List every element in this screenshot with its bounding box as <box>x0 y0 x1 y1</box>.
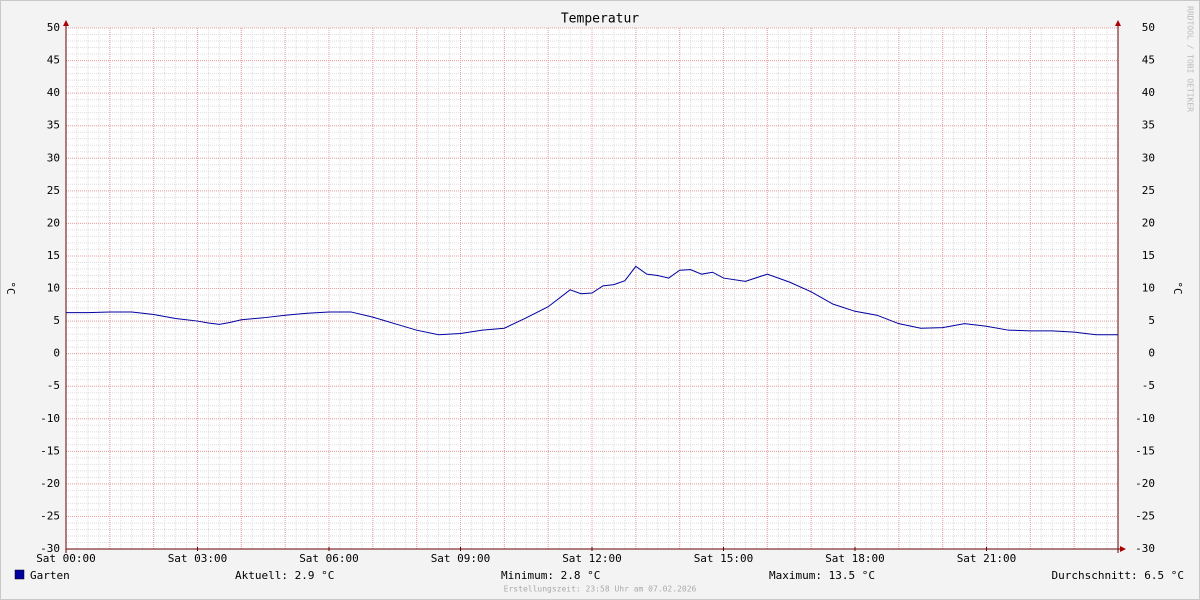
watermark: RRDTOOL / TOBI OETIKER <box>1186 6 1195 112</box>
y-tick-label: 45 <box>47 54 60 67</box>
grid <box>65 27 1118 550</box>
x-tick-label: Sat 12:00 <box>562 552 622 565</box>
y2-tick-label: 35 <box>1142 119 1155 132</box>
y-tick-label: 20 <box>47 216 60 229</box>
y2-tick-label: 50 <box>1142 21 1155 34</box>
y-axis-label: °C <box>4 281 17 294</box>
legend-stat: Maximum: 13.5 °C <box>769 569 875 582</box>
footer: Erstellungszeit: 23:58 Uhr am 07.02.2026 <box>504 585 697 594</box>
y2-tick-label: 0 <box>1148 347 1155 360</box>
y2-tick-label: -5 <box>1142 379 1155 392</box>
y-tick-label: 15 <box>47 249 60 262</box>
y-tick-label: 35 <box>47 119 60 132</box>
y-tick-label: 30 <box>47 151 60 164</box>
y2-tick-label: 5 <box>1148 314 1155 327</box>
y2-tick-label: 30 <box>1142 151 1155 164</box>
y-tick-label: 50 <box>47 21 60 34</box>
y-tick-label: 5 <box>53 314 60 327</box>
y-tick-label: -20 <box>40 477 60 490</box>
y-tick-label: 10 <box>47 282 60 295</box>
x-tick-label: Sat 00:00 <box>36 552 96 565</box>
legend-swatch <box>14 569 25 580</box>
y2-tick-label: 15 <box>1142 249 1155 262</box>
y-tick-label: 0 <box>53 347 60 360</box>
x-tick-label: Sat 06:00 <box>299 552 359 565</box>
y2-tick-label: 45 <box>1142 54 1155 67</box>
y-tick-label: -25 <box>40 509 60 522</box>
series-line <box>66 265 1118 336</box>
y2-tick-label: -10 <box>1135 412 1155 425</box>
legend-stat: Aktuell: 2.9 °C <box>235 569 334 582</box>
legend-stat: Minimum: 2.8 °C <box>501 569 600 582</box>
y2-axis-label: °C <box>1171 281 1184 294</box>
axes <box>63 20 1126 553</box>
y2-tick-label: -20 <box>1135 477 1155 490</box>
y2-tick-label: 20 <box>1142 216 1155 229</box>
chart-title: Temperatur <box>561 12 639 27</box>
y2-tick-label: 25 <box>1142 184 1155 197</box>
legend-label: Garten <box>30 569 70 582</box>
y-tick-label: 25 <box>47 184 60 197</box>
y2-tick-label: -25 <box>1135 509 1155 522</box>
legend-stat: Durchschnitt: 6.5 °C <box>1052 569 1184 582</box>
y2-tick-label: -15 <box>1135 444 1155 457</box>
y-tick-label: 40 <box>47 86 60 99</box>
y2-tick-label: 40 <box>1142 86 1155 99</box>
x-tick-label: Sat 03:00 <box>168 552 228 565</box>
y2-tick-label: 10 <box>1142 282 1155 295</box>
y2-tick-label: -30 <box>1135 542 1155 555</box>
y-tick-label: -15 <box>40 444 60 457</box>
x-tick-label: Sat 09:00 <box>431 552 491 565</box>
y-tick-label: -30 <box>40 542 60 555</box>
x-tick-label: Sat 15:00 <box>694 552 754 565</box>
y-tick-label: -5 <box>47 379 60 392</box>
y-tick-label: -10 <box>40 412 60 425</box>
x-tick-label: Sat 18:00 <box>825 552 885 565</box>
x-tick-label: Sat 21:00 <box>957 552 1017 565</box>
